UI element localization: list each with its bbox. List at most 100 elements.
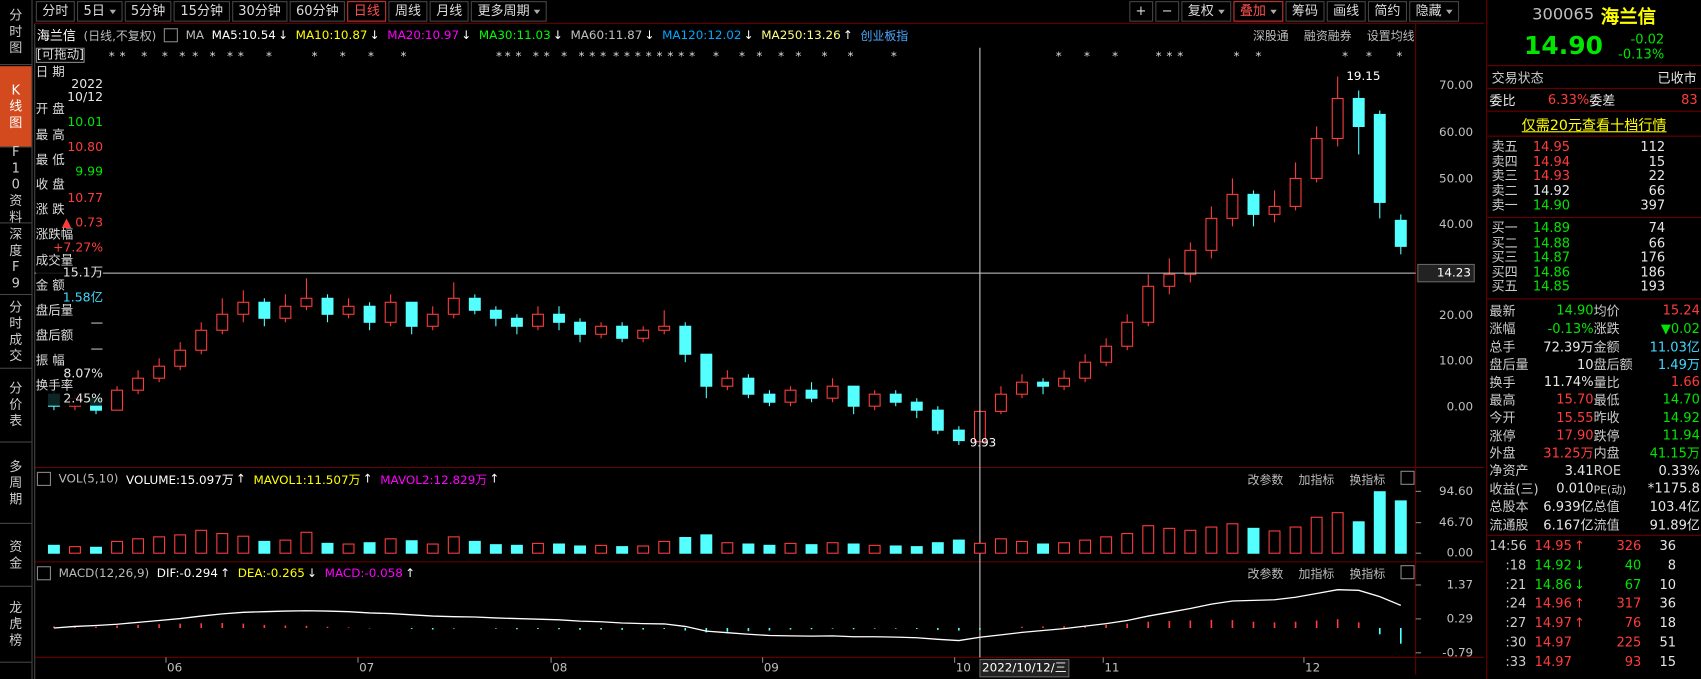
volume-bar: [553, 543, 565, 554]
tool-button[interactable]: 画线: [1326, 1, 1366, 22]
side-tab-label: F10资料: [9, 144, 23, 225]
side-tab[interactable]: 深度F9: [0, 223, 32, 296]
book-volume: 176: [1640, 249, 1666, 265]
event-marker: *: [561, 49, 567, 63]
period-button[interactable]: 15分钟: [173, 1, 230, 22]
panel-button[interactable]: 改参数: [1247, 566, 1284, 581]
panel-button[interactable]: 换指标: [1349, 472, 1386, 487]
event-marker: *: [646, 49, 652, 63]
candle-body: [952, 429, 965, 442]
book-row: 买一 14.89 74: [1487, 221, 1701, 236]
tick-arrow: ↑: [1574, 615, 1585, 631]
side-tab-label: 龙虎榜: [9, 599, 23, 648]
volume-bar: [931, 542, 944, 554]
indicator-value: DEA:-0.265: [237, 566, 305, 581]
side-tab[interactable]: 分时成交: [0, 295, 32, 369]
candle-body: [447, 297, 460, 315]
side-tab[interactable]: 资金: [0, 524, 32, 587]
candle-body: [868, 393, 881, 407]
change: -0.02: [1630, 31, 1665, 47]
stats: 最新 14.90 均价 15.24 涨幅 -0.13% 涨跌 ▼0.02 总手 72.39万 金额 1…: [1487, 299, 1701, 536]
tool-button[interactable]: 复权: [1181, 1, 1232, 22]
volume-bar: [1268, 530, 1281, 554]
stock-title: 海兰信: [36, 28, 76, 44]
kline-link[interactable]: 设置均线: [1366, 28, 1415, 43]
side-tab[interactable]: 多周期: [0, 443, 32, 524]
period-button[interactable]: 5分钟: [124, 1, 172, 22]
book-volume: 22: [1648, 168, 1666, 184]
indicator-arrow: ↑: [842, 28, 853, 43]
tool-button[interactable]: 隐藏: [1409, 1, 1460, 22]
promo-link[interactable]: 仅需20元查看十档行情: [1521, 117, 1667, 134]
stat-row: 收益(三) 0.010 PE(动) *1175.8: [1487, 479, 1701, 497]
indicator-value: VOLUME:15.097万: [126, 472, 234, 487]
period-button[interactable]: 周线: [388, 1, 428, 22]
book-row: 买二 14.88 66: [1487, 234, 1701, 251]
dif-line: [53, 589, 1402, 642]
stat-value: 15.24: [1662, 303, 1700, 319]
x-tick-label: 08: [552, 661, 567, 675]
candle-body: [1331, 97, 1344, 139]
side-tab[interactable]: F10资料: [0, 144, 32, 225]
tool-button[interactable]: 筹码: [1285, 1, 1325, 22]
volume-bar: [763, 544, 776, 554]
volume-bar: [237, 535, 250, 554]
tool-button[interactable]: 简约: [1367, 1, 1407, 22]
tool-button[interactable]: −: [1155, 1, 1180, 22]
candle-body: [384, 301, 397, 323]
volume-bar: [132, 538, 145, 554]
event-marker: *: [1112, 49, 1118, 63]
kline-link[interactable]: 深股通: [1252, 28, 1289, 43]
stat-row: 涨幅 -0.13% 涨跌 ▼0.02: [1487, 319, 1701, 337]
stat-row: 流通股 6.167亿 流值 91.89亿: [1487, 515, 1701, 533]
event-marker: *: [120, 49, 126, 63]
event-marker: *: [739, 49, 745, 63]
indicator-arrow: ↑: [235, 471, 246, 486]
x-tick-label: 09: [764, 661, 779, 675]
side-tab[interactable]: 分价表: [0, 369, 32, 443]
period-button[interactable]: 30分钟: [231, 1, 288, 22]
event-marker: *: [713, 49, 719, 63]
candle-body: [153, 365, 166, 379]
tool-button[interactable]: 叠加: [1233, 1, 1284, 22]
period-button[interactable]: 日线: [347, 1, 387, 22]
side-tab[interactable]: 分时图: [0, 0, 32, 66]
close-box[interactable]: [1400, 470, 1415, 485]
side-tab[interactable]: 龙虎榜: [0, 587, 32, 663]
candle-body: [1310, 137, 1323, 179]
period-button[interactable]: 5日: [77, 1, 123, 22]
help-box: [36, 566, 51, 581]
stat-label: 流通股: [1489, 516, 1529, 533]
panel-button[interactable]: 加指标: [1298, 472, 1335, 487]
panel-button[interactable]: 加指标: [1298, 566, 1335, 581]
candle-body: [553, 313, 565, 323]
period-button[interactable]: 月线: [429, 1, 469, 22]
volume-bar: [1163, 527, 1176, 554]
stat-value: 15.70: [1556, 392, 1594, 408]
crosshair-label: 14.23: [1437, 266, 1471, 280]
tick-arrow: ↑: [1574, 595, 1585, 612]
tool-button[interactable]: +: [1129, 1, 1153, 22]
panel-button[interactable]: 换指标: [1349, 566, 1386, 581]
book-row: 买五 14.85 193: [1487, 280, 1701, 295]
tick-arrow: ↓: [1574, 576, 1585, 592]
kline-link[interactable]: 融资融券: [1303, 28, 1352, 43]
period-button[interactable]: 更多周期: [471, 1, 547, 22]
period-button[interactable]: 分时: [35, 1, 75, 22]
period-button[interactable]: 60分钟: [289, 1, 346, 22]
volume-bar: [805, 544, 818, 554]
bids-book: 买一 14.89 74 买二 14.88 66 买三 14.87 176 买四 14.86 186 买五…: [1487, 218, 1701, 300]
book-label: 买二: [1491, 234, 1518, 251]
event-marker: *: [678, 49, 684, 63]
candle-body: [426, 313, 439, 327]
tick-time: :21: [1505, 576, 1527, 592]
stat-row: 最高 15.70 最低 14.70: [1487, 390, 1701, 408]
side-tab[interactable]: K线图: [0, 66, 32, 148]
close-box[interactable]: [1400, 564, 1415, 579]
stat-label: 流值: [1593, 516, 1620, 533]
event-marker: *: [533, 49, 539, 63]
book-price: 14.93: [1532, 168, 1571, 184]
panel-button[interactable]: 改参数: [1247, 472, 1284, 487]
